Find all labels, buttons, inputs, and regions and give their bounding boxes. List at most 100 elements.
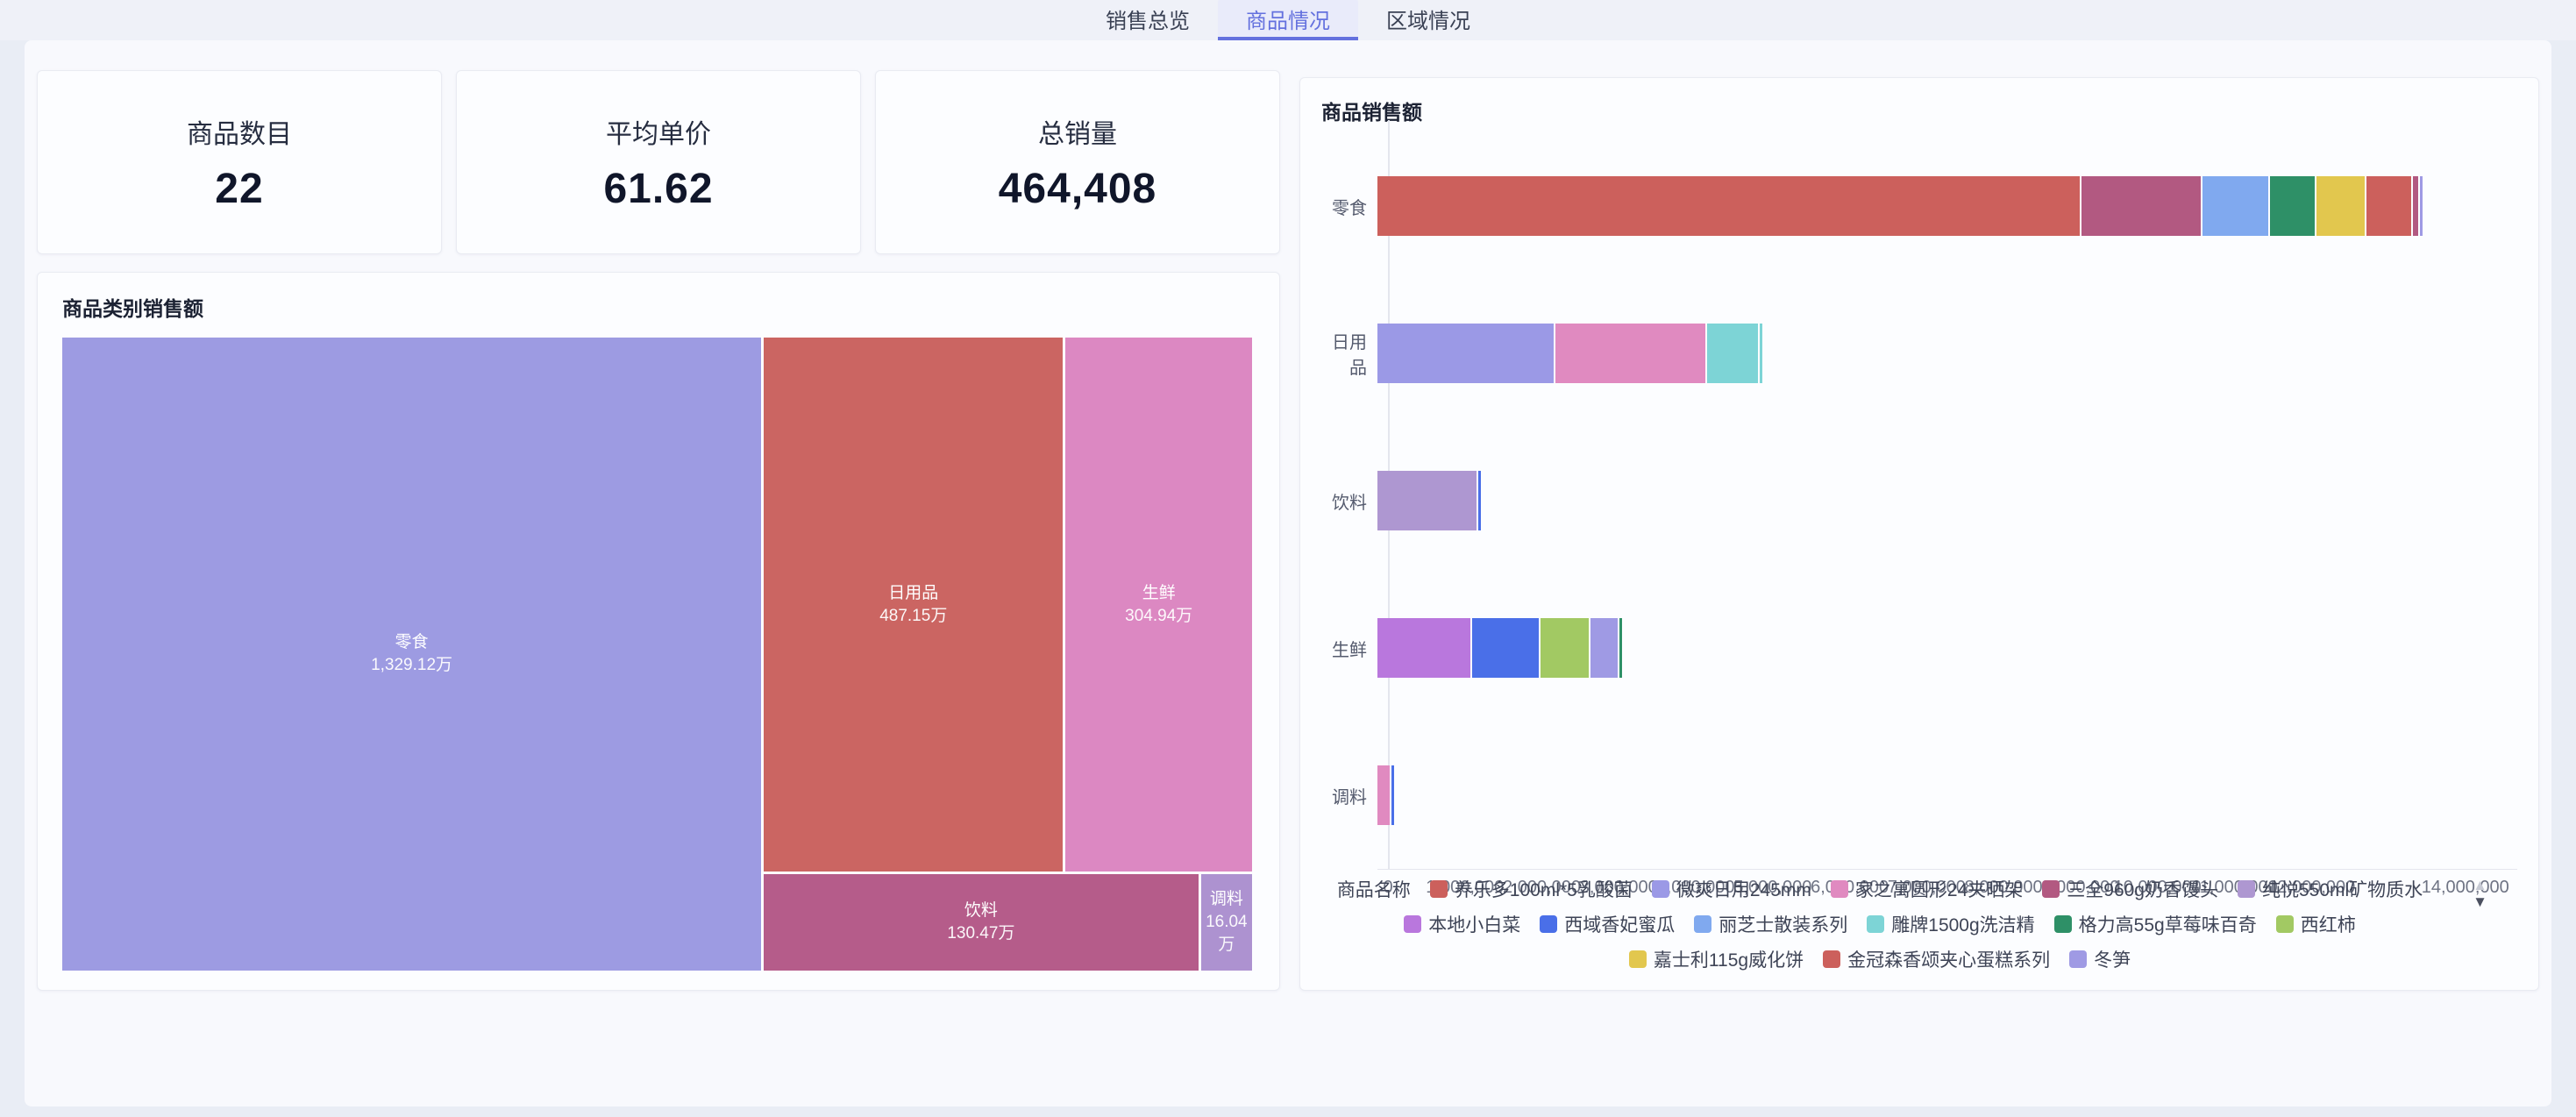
bar-segment[interactable] xyxy=(1619,618,1623,678)
tab-sales-overview[interactable]: 销售总览 xyxy=(1106,9,1190,33)
legend-label: 家之寓圆形24夹晒架 xyxy=(1854,880,2024,900)
treemap-block-value: 304.94万 xyxy=(1125,606,1193,625)
legend: 商品名称 养乐多100ml*5乳酸菌 微爽日用245mm 家之寓圆形24夹晒架 三全9… xyxy=(1321,876,2438,972)
legend-label: 养乐多100ml*5乳酸菌 xyxy=(1454,880,1633,900)
bar-segment-微爽日用245mm[interactable] xyxy=(1377,324,1555,383)
legend-item-雕牌1500g洗洁精[interactable]: 雕牌1500g洗洁精 xyxy=(1867,911,2035,937)
stat-value: 464,408 xyxy=(998,165,1157,212)
bar-segment[interactable] xyxy=(1391,765,1394,825)
stat-title: 商品数目 xyxy=(187,119,292,149)
left-column: 商品数目 22 平均单价 61.62 总销量 464,408 商品类别销售额 零… xyxy=(37,70,1280,1094)
bar-segment-家之寓圆形24夹晒架[interactable] xyxy=(1555,324,1706,383)
legend-label: 格力高55g草莓味百奇 xyxy=(2078,915,2257,936)
bar-segment[interactable] xyxy=(1477,471,1481,530)
treemap-block-name: 生鲜 xyxy=(1142,583,1176,602)
bar-segment[interactable] xyxy=(1759,324,1762,383)
tab-region[interactable]: 区域情况 xyxy=(1386,9,1470,33)
legend-page-down-icon[interactable]: ▼ xyxy=(2473,893,2487,910)
legend-swatch-icon xyxy=(1830,880,1848,898)
legend-item-西红柿[interactable]: 西红柿 xyxy=(2275,911,2356,937)
x-axis-tick: 5,000,000 xyxy=(1733,878,1812,898)
bar-track xyxy=(1377,765,2517,825)
legend-swatch-icon xyxy=(1694,915,1712,933)
bar-segment-西红柿[interactable] xyxy=(1541,618,1589,678)
legend-label: 纯悦550ml矿物质水 xyxy=(2261,880,2423,900)
bar-segment-冬笋[interactable] xyxy=(1590,618,1619,678)
legend-item-金冠森香颂夹心蛋糕系列[interactable]: 金冠森香颂夹心蛋糕系列 xyxy=(1823,946,2050,972)
legend-swatch-icon xyxy=(1540,915,1558,933)
x-axis-tick: 6,000,000 xyxy=(1811,878,1889,898)
treemap-block-调料[interactable]: 调料 16.04万 xyxy=(1200,874,1252,971)
bar-segment[interactable] xyxy=(2420,176,2423,236)
bar-segment-西域香妃蜜瓜[interactable] xyxy=(1472,618,1540,678)
treemap-card: 商品类别销售额 零食 1,329.12万 日用品 487.15万 生鲜 304.94万 饮料… xyxy=(37,272,1280,991)
x-axis-tick: 3,000,000 xyxy=(1579,878,1658,898)
legend-swatch-icon xyxy=(1404,915,1422,933)
legend-item-嘉士利115g威化饼[interactable]: 嘉士利115g威化饼 xyxy=(1628,946,1804,972)
bar-chart-card: 商品销售额 零食 日用品 饮料 生鲜 调料 0 1,000,000 2,000,000 3,0… xyxy=(1299,77,2539,991)
legend-item-本地小白菜[interactable]: 本地小白菜 xyxy=(1404,911,1520,937)
y-axis-label: 生鲜 xyxy=(1332,640,1367,660)
legend-swatch-icon xyxy=(2053,915,2072,933)
legend-label: 金冠森香颂夹心蛋糕系列 xyxy=(1847,950,2051,971)
bar-segment-金冠森香颂夹心蛋糕系列[interactable] xyxy=(2366,176,2412,236)
legend-label: 本地小白菜 xyxy=(1428,915,1521,936)
y-axis-label: 零食 xyxy=(1332,198,1367,218)
legend-page-up-icon[interactable]: ▲ xyxy=(2473,877,2487,893)
bar-row-饮料: 饮料 xyxy=(1321,427,2517,574)
legend-swatch-icon xyxy=(1429,880,1448,898)
bar-track xyxy=(1377,471,2517,530)
legend-swatch-icon xyxy=(1867,915,1885,933)
bar-row-调料: 调料 xyxy=(1321,722,2517,869)
stat-title: 平均单价 xyxy=(606,119,711,149)
legend-swatch-icon xyxy=(2237,880,2255,898)
x-axis-tick: 7,000,000 xyxy=(1887,878,1966,898)
legend-item-西域香妃蜜瓜[interactable]: 西域香妃蜜瓜 xyxy=(1540,911,1675,937)
legend-title: 商品名称 xyxy=(1336,880,1411,900)
bar-segment-格力高55g草莓味百奇[interactable] xyxy=(2269,176,2316,236)
stats-row: 商品数目 22 平均单价 61.62 总销量 464,408 xyxy=(37,70,1280,254)
treemap-block-日用品[interactable]: 日用品 487.15万 xyxy=(764,338,1064,872)
bar-segment-三全960g奶香馒头[interactable] xyxy=(2081,176,2202,236)
bar-segment-雕牌1500g洗洁精[interactable] xyxy=(1707,324,1758,383)
stat-value: 22 xyxy=(215,165,264,212)
treemap-block-value: 16.04万 xyxy=(1206,913,1248,955)
dashboard-panel: 商品数目 22 平均单价 61.62 总销量 464,408 商品类别销售额 零… xyxy=(25,40,2551,1106)
treemap-block-饮料[interactable]: 饮料 130.47万 xyxy=(764,874,1199,971)
bar-segment-纯悦550ml矿物质水[interactable] xyxy=(1377,471,1477,530)
bar-segment-本地小白菜[interactable] xyxy=(1377,618,1471,678)
legend-item-家之寓圆形24夹晒架[interactable]: 家之寓圆形24夹晒架 xyxy=(1830,876,2024,902)
bar-row-日用品: 日用品 xyxy=(1321,280,2517,427)
legend-wrap: 商品名称 养乐多100ml*5乳酸菌 微爽日用245mm 家之寓圆形24夹晒架 三全9… xyxy=(1321,876,2517,972)
legend-item-养乐多100ml*5乳酸菌[interactable]: 养乐多100ml*5乳酸菌 xyxy=(1429,876,1633,902)
legend-item-格力高55g草莓味百奇[interactable]: 格力高55g草莓味百奇 xyxy=(2053,911,2257,937)
tab-product[interactable]: 商品情况 xyxy=(1218,0,1358,40)
treemap-block-生鲜[interactable]: 生鲜 304.94万 xyxy=(1065,338,1252,872)
legend-item-三全960g奶香馒头[interactable]: 三全960g奶香馒头 xyxy=(2042,876,2218,902)
legend-item-微爽日用245mm[interactable]: 微爽日用245mm xyxy=(1651,876,1811,902)
legend-item-丽芝士散装系列[interactable]: 丽芝士散装系列 xyxy=(1694,911,1847,937)
treemap-block-value: 130.47万 xyxy=(947,924,1015,943)
bar-segment[interactable] xyxy=(1377,765,1390,825)
bar-segment[interactable] xyxy=(2413,176,2419,236)
legend-label: 雕牌1500g洗洁精 xyxy=(1891,915,2035,936)
x-axis-tick: 0 xyxy=(1383,878,1393,898)
legend-label: 西域香妃蜜瓜 xyxy=(1564,915,1676,936)
x-axis-tick: 14,000,000 xyxy=(2421,878,2509,898)
stat-card-product-count: 商品数目 22 xyxy=(37,70,442,254)
bar-segment-养乐多100ml*5乳酸菌[interactable] xyxy=(1377,176,2080,236)
legend-swatch-icon xyxy=(2042,880,2060,898)
treemap-block-零食[interactable]: 零食 1,329.12万 xyxy=(62,338,762,971)
x-axis-tick: 10,000,000 xyxy=(2113,878,2202,898)
legend-swatch-icon xyxy=(1823,950,1841,968)
y-axis-label: 饮料 xyxy=(1332,493,1367,513)
bar-chart-rows: 零食日用品饮料生鲜调料 xyxy=(1321,120,2517,869)
legend-item-纯悦550ml矿物质水[interactable]: 纯悦550ml矿物质水 xyxy=(2237,876,2423,902)
treemap-block-value: 487.15万 xyxy=(879,606,948,625)
bar-segment-丽芝士散装系列[interactable] xyxy=(2202,176,2268,236)
bar-segment-嘉士利115g威化饼[interactable] xyxy=(2316,176,2365,236)
legend-item-冬笋[interactable]: 冬笋 xyxy=(2069,946,2131,972)
legend-label: 三全960g奶香馒头 xyxy=(2067,880,2218,900)
x-axis-tick: 4,000,000 xyxy=(1656,878,1735,898)
x-axis-tick: 11,000,000 xyxy=(2191,878,2278,898)
